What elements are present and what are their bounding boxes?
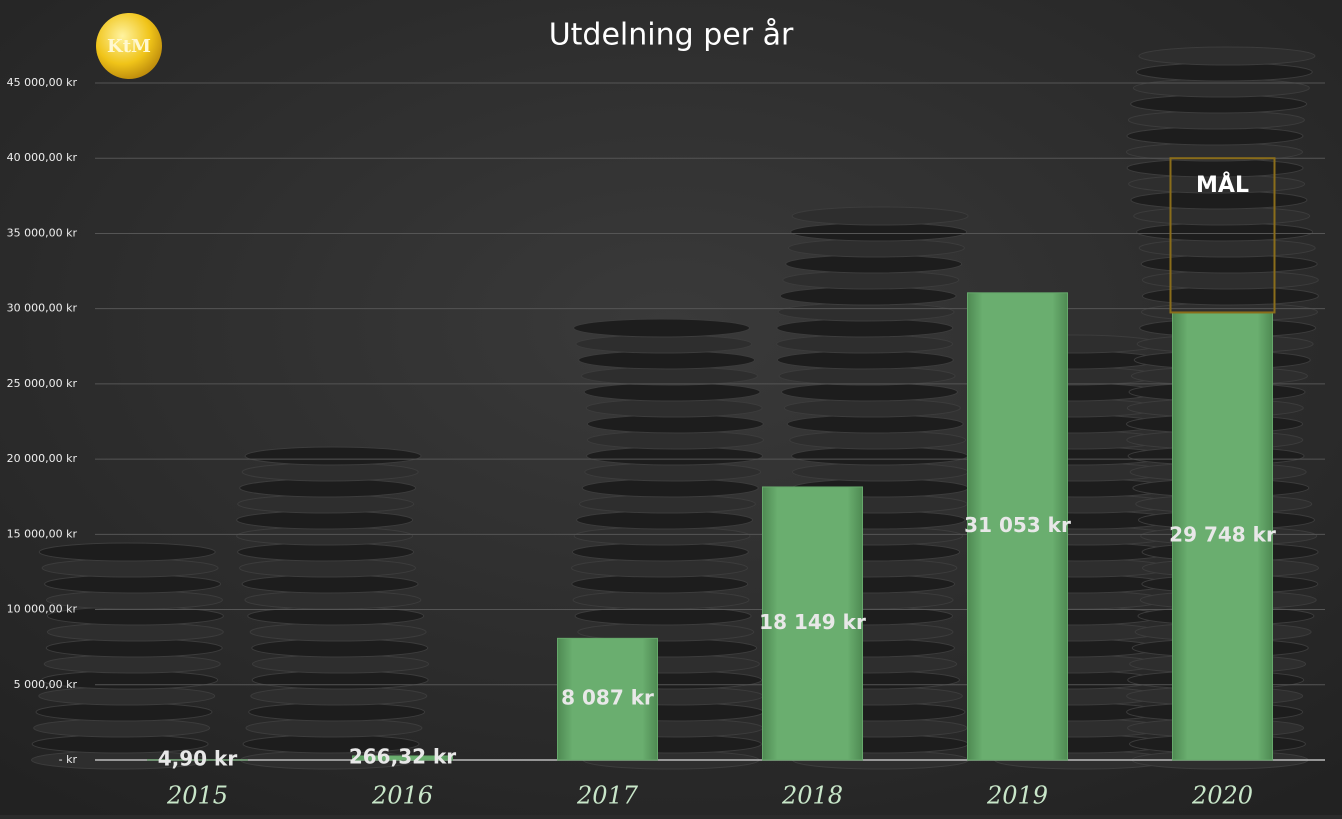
goal-label: MÅL <box>1196 172 1249 198</box>
coin <box>1128 111 1304 129</box>
y-tick-label: 5 000,00 kr <box>14 678 78 691</box>
y-tick-label: 45 000,00 kr <box>7 76 78 89</box>
coin <box>786 255 962 273</box>
coin <box>1136 63 1312 81</box>
coin <box>579 495 755 513</box>
coin <box>249 703 425 721</box>
y-tick-label: 35 000,00 kr <box>7 226 78 239</box>
x-tick-label: 2020 <box>1191 782 1253 810</box>
coin <box>792 207 968 225</box>
coin <box>576 335 752 353</box>
coin <box>1141 255 1317 273</box>
coin <box>47 623 223 641</box>
coin <box>1133 79 1309 97</box>
coin <box>238 543 414 561</box>
value-label: 4,90 kr <box>158 746 238 770</box>
coin <box>587 431 763 449</box>
coin <box>585 463 761 481</box>
coin <box>577 511 753 529</box>
y-tick-label: 30 000,00 kr <box>7 302 78 315</box>
coin <box>42 559 218 577</box>
coin <box>1131 95 1307 113</box>
coin <box>777 351 953 369</box>
chart-title: Utdelning per år <box>549 18 794 53</box>
value-label: 266,32 kr <box>349 744 456 768</box>
coin <box>251 687 427 705</box>
coin <box>245 447 421 465</box>
coin <box>39 543 215 561</box>
y-tick-label: 10 000,00 kr <box>7 603 78 616</box>
coin <box>240 479 416 497</box>
coin <box>572 559 748 577</box>
coin <box>1137 223 1313 241</box>
y-tick-label: 20 000,00 kr <box>7 452 78 465</box>
coin <box>581 367 757 385</box>
coin <box>238 495 414 513</box>
coin <box>783 271 959 289</box>
coin <box>1139 47 1315 65</box>
coin <box>784 399 960 417</box>
coin <box>574 527 750 545</box>
coin <box>584 383 760 401</box>
y-tick-label: - kr <box>59 753 78 766</box>
value-label: 8 087 kr <box>561 686 654 710</box>
coin <box>780 287 956 305</box>
value-label: 18 149 kr <box>759 610 866 634</box>
coin <box>787 415 963 433</box>
x-tick-label: 2019 <box>986 782 1048 810</box>
logo: KtM <box>107 36 151 57</box>
coin <box>237 527 413 545</box>
coin <box>36 703 212 721</box>
coin <box>250 623 426 641</box>
coin <box>246 719 422 737</box>
coin <box>252 671 428 689</box>
coin <box>237 511 413 529</box>
x-tick-label: 2017 <box>576 782 639 810</box>
coin <box>46 639 222 657</box>
coin <box>34 719 210 737</box>
coin <box>45 575 221 593</box>
coin <box>44 655 220 673</box>
coin <box>792 463 968 481</box>
coin <box>778 303 954 321</box>
coin <box>1134 207 1310 225</box>
coin <box>572 575 748 593</box>
coin <box>1142 271 1318 289</box>
coin <box>582 479 758 497</box>
x-tick-label: 2018 <box>781 782 843 810</box>
coin <box>1127 127 1303 145</box>
coin <box>788 239 964 257</box>
coin <box>573 591 749 609</box>
coin <box>252 655 428 673</box>
coin <box>1139 239 1315 257</box>
coin <box>574 319 750 337</box>
y-tick-label: 15 000,00 kr <box>7 527 78 540</box>
coin <box>240 559 416 577</box>
coin <box>245 591 421 609</box>
coin <box>777 335 953 353</box>
value-label: 29 748 kr <box>1169 523 1276 547</box>
coin <box>792 447 968 465</box>
coin <box>242 575 418 593</box>
coin <box>790 431 966 449</box>
coin <box>791 223 967 241</box>
coin <box>587 415 763 433</box>
value-label: 31 053 kr <box>964 513 1071 537</box>
y-tick-label: 25 000,00 kr <box>7 377 78 390</box>
x-tick-label: 2016 <box>371 782 433 810</box>
coin <box>252 639 428 657</box>
y-tick-label: 40 000,00 kr <box>7 151 78 164</box>
coin <box>242 463 418 481</box>
coin <box>777 319 953 337</box>
coin <box>1142 287 1318 305</box>
x-tick-label: 2015 <box>166 782 228 810</box>
coin <box>572 543 748 561</box>
coin <box>587 447 763 465</box>
coin <box>586 399 762 417</box>
coin <box>579 351 755 369</box>
coin <box>779 367 955 385</box>
coin <box>781 383 957 401</box>
